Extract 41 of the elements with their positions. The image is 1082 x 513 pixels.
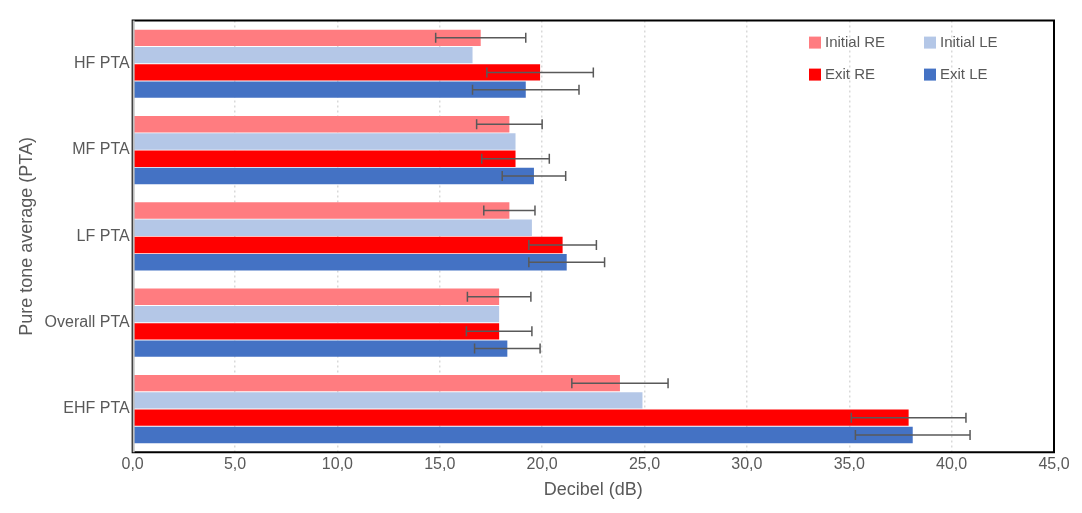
x-tick-label: 0,0 [121, 455, 144, 473]
bar [133, 46, 473, 64]
y-tick-label: HF PTA [73, 54, 130, 72]
bar [133, 133, 516, 150]
x-tick-label: 45,0 [1038, 455, 1070, 473]
bar [133, 323, 500, 340]
y-tick-label: Overall PTA [44, 313, 130, 331]
x-tick-label: 30,0 [731, 455, 763, 473]
bar [133, 409, 909, 426]
legend-label: Initial LE [940, 32, 998, 50]
bar [133, 340, 508, 357]
x-tick-label: 35,0 [833, 455, 865, 473]
bar [133, 236, 563, 254]
bar [133, 219, 532, 236]
x-tick-label: 40,0 [936, 455, 968, 473]
bar [133, 167, 534, 185]
bar [133, 288, 500, 306]
bar [133, 81, 526, 98]
x-tick-label: 20,0 [526, 455, 558, 473]
y-tick-label: EHF PTA [63, 399, 130, 417]
legend-label: Exit RE [825, 64, 876, 82]
bar [133, 426, 913, 444]
x-axis-title: Decibel (dB) [543, 479, 643, 500]
bar [133, 64, 541, 81]
legend-label: Initial RE [825, 32, 886, 50]
bar [133, 150, 516, 167]
bar [133, 29, 481, 47]
bar [133, 254, 567, 271]
bar [133, 305, 500, 323]
x-tick-label: 5,0 [223, 455, 247, 473]
bar [133, 115, 510, 133]
x-tick-label: 25,0 [628, 455, 661, 473]
y-axis-title: Pure tone average (PTA) [15, 137, 36, 336]
bar [133, 374, 620, 392]
bar [133, 202, 510, 219]
y-tick-label: LF PTA [76, 226, 130, 244]
bar [133, 392, 643, 409]
legend-label: Exit LE [940, 64, 988, 82]
x-tick-label: 10,0 [321, 455, 354, 473]
x-tick-label: 15,0 [424, 455, 456, 473]
y-tick-label: MF PTA [72, 140, 130, 158]
